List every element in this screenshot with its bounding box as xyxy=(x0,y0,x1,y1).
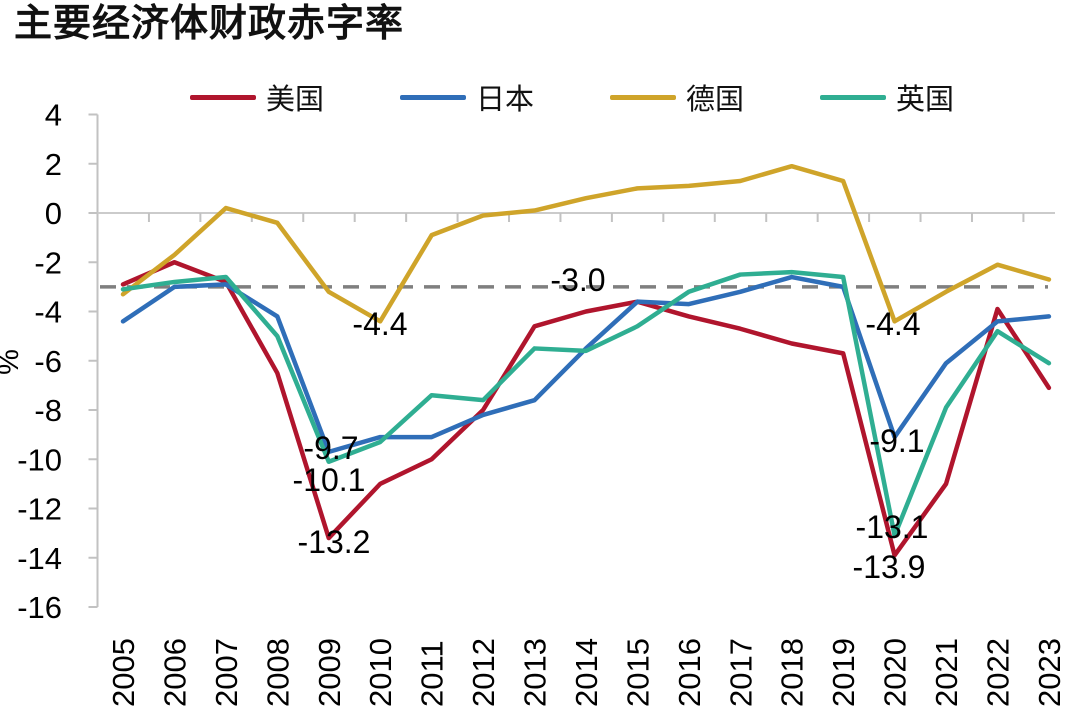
y-tick-label: -14 xyxy=(17,541,62,576)
x-tick-label: 2015 xyxy=(620,638,655,707)
y-tick-label: -16 xyxy=(17,590,62,625)
x-tick-label: 2018 xyxy=(775,638,810,707)
data-annotation: -9.1 xyxy=(869,423,924,459)
y-axis-unit-label: % xyxy=(0,349,25,375)
data-annotation: -4.4 xyxy=(352,306,407,342)
x-tick-label: 2019 xyxy=(826,638,861,707)
data-annotation: -3.0 xyxy=(550,262,605,298)
x-tick-label: 2017 xyxy=(723,638,758,707)
y-tick-label: -10 xyxy=(17,442,62,477)
x-tick-label: 2007 xyxy=(209,638,244,707)
x-tick-label: 2012 xyxy=(466,638,501,707)
y-tick-label: -4 xyxy=(34,295,62,330)
data-annotation: -13.1 xyxy=(856,509,929,545)
legend-swatch-germany xyxy=(610,94,676,100)
y-tick-label: 0 xyxy=(45,196,62,231)
x-tick-label: 2011 xyxy=(415,640,450,707)
chart-title: 主要经济体财政赤字率 xyxy=(14,3,405,45)
data-annotation: -10.1 xyxy=(293,462,366,498)
data-annotation: -13.2 xyxy=(298,524,371,560)
x-tick-label: 2022 xyxy=(980,638,1015,707)
legend-item-uk: 英国 xyxy=(820,76,954,118)
x-tick-label: 2005 xyxy=(106,638,141,707)
series-line-germany xyxy=(120,163,1052,324)
x-tick-label: 2010 xyxy=(363,638,398,707)
x-tick-label: 2009 xyxy=(312,638,347,707)
x-tick-label: 2021 xyxy=(929,638,964,707)
x-tick-label: 2016 xyxy=(672,638,707,707)
legend-item-germany: 德国 xyxy=(610,76,744,118)
y-tick-label: 2 xyxy=(45,147,62,182)
data-annotation: -9.7 xyxy=(303,430,358,466)
x-tick-label: 2023 xyxy=(1032,638,1067,707)
legend: 美国 日本 德国 英国 xyxy=(0,76,1080,118)
legend-swatch-us xyxy=(189,94,256,100)
legend-item-japan: 日本 xyxy=(399,76,534,118)
y-tick-label: -2 xyxy=(34,245,62,280)
data-annotation: -4.4 xyxy=(865,306,920,342)
legend-label-germany: 德国 xyxy=(686,84,745,116)
legend-item-us: 美国 xyxy=(189,76,324,118)
legend-swatch-japan xyxy=(399,94,466,100)
series-line-us xyxy=(120,260,1052,558)
x-tick-label: 2020 xyxy=(878,638,913,707)
x-tick-label: 2014 xyxy=(569,638,604,707)
series-line-uk xyxy=(120,269,1052,538)
y-tick-label: -6 xyxy=(34,344,62,379)
y-tick-label: -12 xyxy=(17,492,62,527)
x-tick-label: 2013 xyxy=(518,638,553,707)
legend-swatch-uk xyxy=(820,94,887,100)
y-tick-label: -8 xyxy=(34,393,62,428)
y-tick-label: 4 xyxy=(45,98,62,133)
x-tick-label: 2006 xyxy=(157,638,192,707)
legend-label-japan: 日本 xyxy=(475,84,534,116)
x-tick-label: 2008 xyxy=(260,638,295,707)
legend-label-uk: 英国 xyxy=(896,84,955,116)
legend-label-us: 美国 xyxy=(265,84,324,116)
data-annotation: -13.9 xyxy=(853,549,926,585)
